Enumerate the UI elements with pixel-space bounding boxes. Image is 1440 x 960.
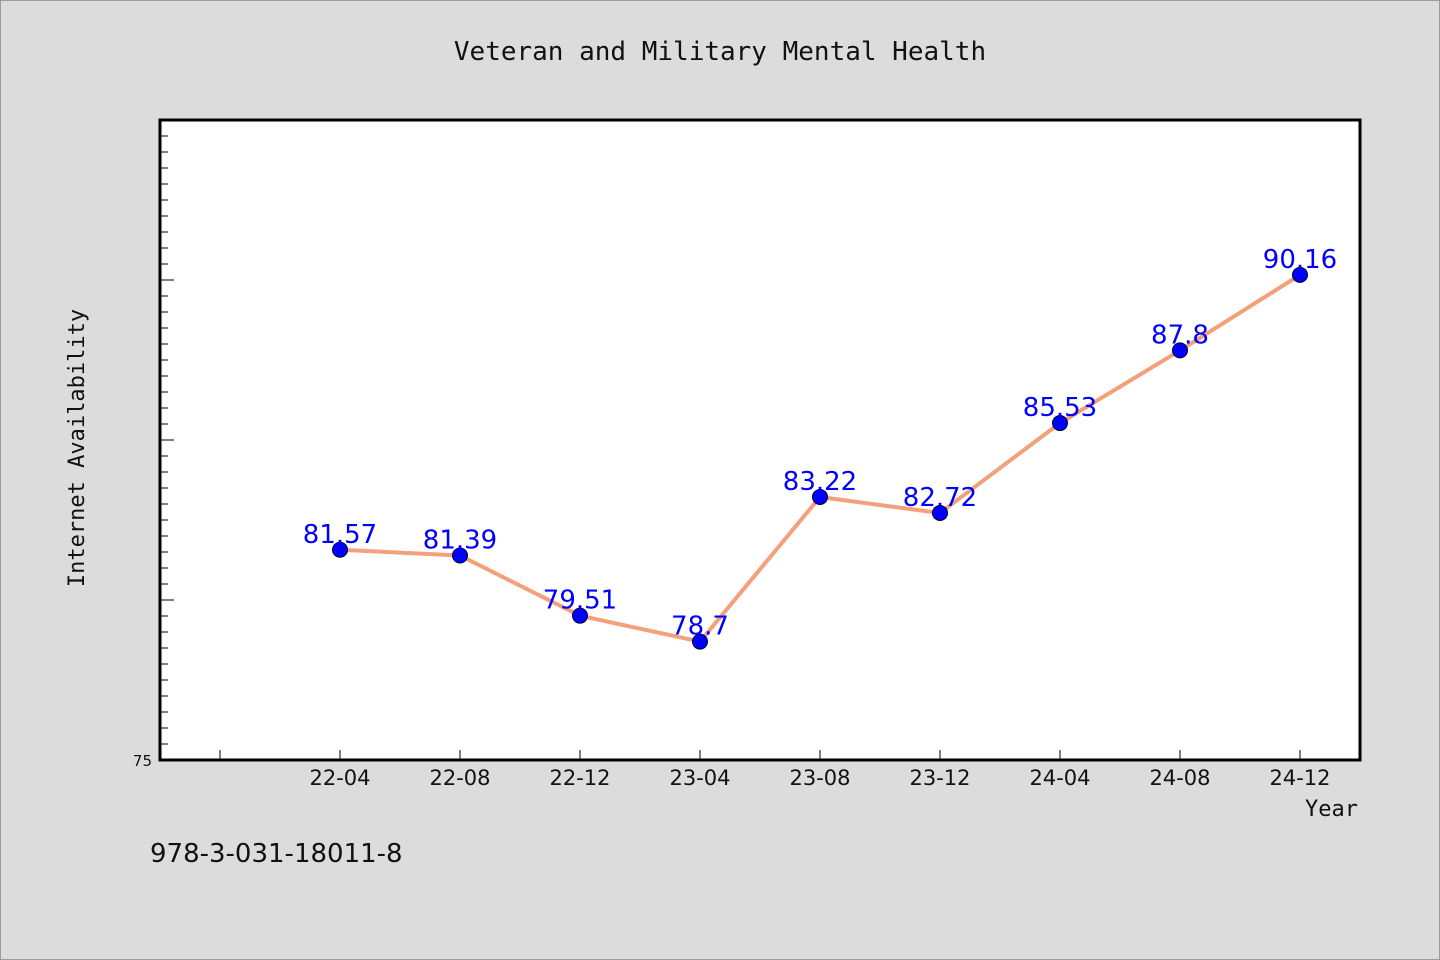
chart-title: Veteran and Military Mental Health bbox=[454, 37, 986, 67]
x-tick-label-24-12: 24-12 bbox=[1269, 766, 1330, 790]
plot-area bbox=[158, 118, 1362, 762]
data-point-23-08 bbox=[812, 488, 828, 505]
data-point-24-12 bbox=[1292, 266, 1308, 283]
y-tick-label-75: 75 bbox=[133, 752, 152, 770]
data-label-23-12: 82.72 bbox=[903, 483, 977, 513]
data-label-23-08: 83.22 bbox=[783, 467, 857, 497]
data-label-22-08: 81.39 bbox=[423, 526, 497, 556]
data-point-22-12 bbox=[572, 607, 588, 624]
x-axis-label: Year bbox=[1305, 797, 1358, 822]
x-tick-label-23-04: 23-04 bbox=[669, 766, 730, 790]
data-point-22-08 bbox=[452, 547, 468, 564]
series-line-group: 81.57 81.39 79.51 78.7 83.22 82.72 85.53 87.8 90… bbox=[303, 245, 1337, 650]
data-label-24-04: 85.53 bbox=[1023, 393, 1097, 423]
x-tick-label-22-12: 22-12 bbox=[549, 766, 610, 790]
x-tick-label-24-04: 24-04 bbox=[1029, 766, 1090, 790]
data-point-24-08 bbox=[1172, 342, 1188, 359]
y-axis-ticks bbox=[160, 135, 174, 745]
data-label-22-12: 79.51 bbox=[543, 586, 617, 616]
data-label-24-12: 90.16 bbox=[1263, 245, 1337, 275]
data-point-24-04 bbox=[1052, 415, 1068, 432]
x-tick-label-24-08: 24-08 bbox=[1149, 766, 1210, 790]
footer-isbn: 978-3-031-18011-8 bbox=[150, 839, 403, 869]
x-tick-label-22-08: 22-08 bbox=[429, 766, 490, 790]
data-point-23-12 bbox=[932, 504, 948, 521]
data-point-22-04 bbox=[332, 541, 348, 558]
y-axis-label: Internet Availability bbox=[65, 309, 90, 587]
x-tick-label-23-12: 23-12 bbox=[909, 766, 970, 790]
data-label-22-04: 81.57 bbox=[303, 520, 377, 550]
x-tick-label-22-04: 22-04 bbox=[309, 766, 370, 790]
data-label-24-08: 87.8 bbox=[1151, 320, 1209, 350]
data-label-23-04: 78.7 bbox=[671, 612, 729, 642]
data-point-23-04 bbox=[692, 633, 708, 650]
x-tick-label-23-08: 23-08 bbox=[789, 766, 850, 790]
x-axis-ticks: 22-04 22-08 22-12 23-04 23-08 23-12 24-04 24-08… bbox=[219, 750, 1331, 790]
